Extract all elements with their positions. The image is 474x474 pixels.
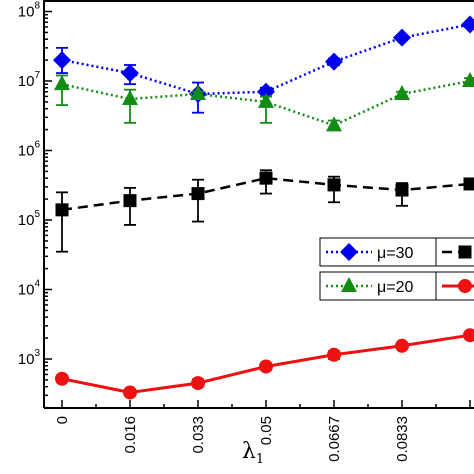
x-axis-label: λ1 (242, 439, 264, 467)
x-tick-label: 0 (54, 416, 71, 424)
data-point (55, 371, 69, 386)
y-tick-label: 105 (18, 209, 41, 229)
data-point (394, 85, 410, 101)
legend-label: μ=30 (377, 245, 413, 262)
legend-marker (458, 279, 472, 293)
legend: μ=30 μ=20 (319, 237, 474, 301)
data-point (53, 51, 71, 70)
legend-label: μ=20 (377, 279, 413, 296)
legend-marker (340, 243, 358, 261)
x-tick-label: 0.0833 (394, 416, 411, 462)
legend-marker (458, 245, 472, 259)
series-1 (54, 72, 474, 132)
data-point (393, 28, 411, 47)
data-point (327, 178, 341, 192)
data-point (395, 338, 409, 353)
data-point (463, 328, 474, 343)
data-point (123, 194, 137, 208)
data-point (462, 72, 474, 87)
data-point (122, 90, 138, 106)
y-tick-label: 106 (18, 140, 41, 160)
data-point (259, 359, 273, 374)
x-tick-label: 0.033 (190, 416, 207, 454)
data-point (327, 347, 341, 362)
data-point (55, 203, 69, 217)
series-3 (55, 328, 474, 400)
axes-layer: 103 104 105 106 107 108 0 0.016 0.033 0.05 0.0667 0… (18, 0, 474, 462)
data-point (461, 15, 474, 34)
legend-entry-box-1 (319, 271, 437, 301)
data-point (123, 385, 137, 400)
data-point (191, 187, 205, 201)
data-point (54, 75, 70, 91)
y-tick-label: 104 (18, 279, 41, 299)
data-point (259, 171, 273, 185)
data-point (395, 183, 409, 197)
legend-marker (341, 277, 357, 292)
series-2 (55, 169, 474, 253)
y-tick-label: 108 (18, 1, 41, 21)
x-tick-label: 0.0667 (326, 416, 343, 462)
x-tick-label: 0.05 (258, 416, 275, 445)
data-point (463, 177, 474, 191)
data-point (190, 85, 206, 101)
data-point (325, 52, 343, 71)
data-point (258, 92, 274, 108)
x-tick-label: 0.016 (122, 416, 139, 454)
data-point (121, 64, 139, 83)
labels-layer: λ1 (242, 439, 264, 467)
series-layer (53, 15, 474, 400)
y-tick-label: 107 (18, 70, 41, 90)
data-point (326, 116, 342, 132)
y-tick-label: 103 (18, 348, 41, 368)
data-point (191, 376, 205, 391)
